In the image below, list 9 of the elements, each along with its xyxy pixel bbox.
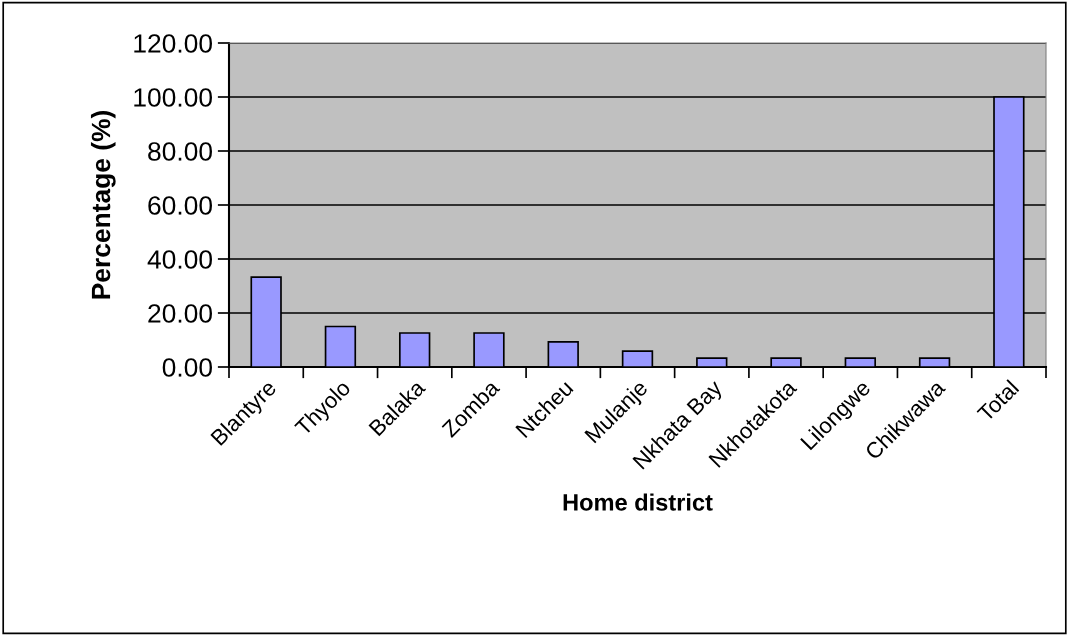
x-axis-title: Home district bbox=[563, 493, 713, 511]
y-tick-label: 20.00 bbox=[148, 304, 212, 323]
y-tick-label: 80.00 bbox=[148, 142, 212, 161]
y-tick-label: 100.00 bbox=[134, 88, 212, 107]
y-tick-label: 0.00 bbox=[162, 358, 212, 377]
y-tick-label: 60.00 bbox=[148, 196, 212, 215]
y-tick-label: 40.00 bbox=[147, 250, 212, 269]
y-axis-title: Percentage (%) bbox=[90, 110, 116, 299]
y-tick-label: 120.00 bbox=[134, 34, 212, 53]
